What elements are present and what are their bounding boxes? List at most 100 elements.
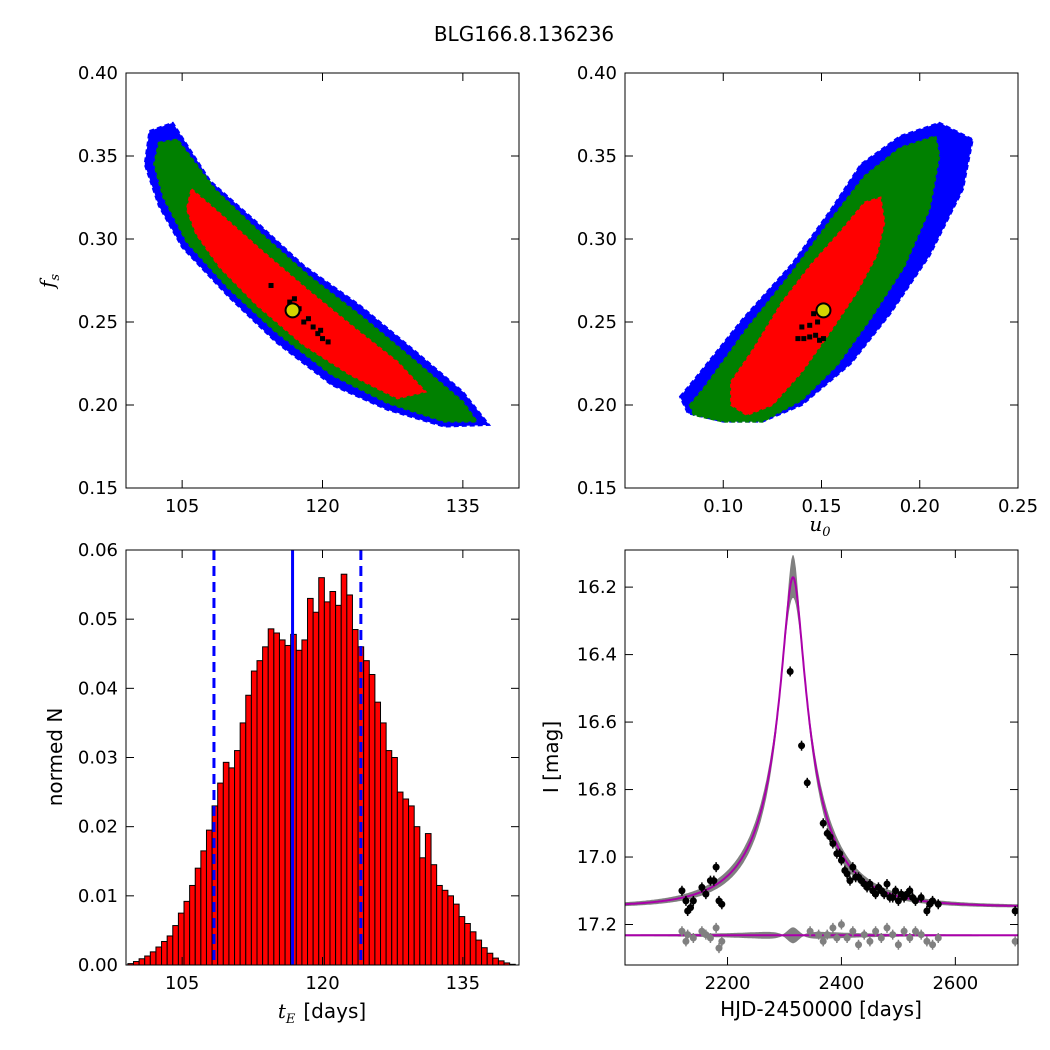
data-point [698, 883, 706, 891]
light-curve-plot-area [625, 555, 1018, 954]
te-histogram-bar [419, 857, 426, 965]
te-fs-chain-point [325, 339, 331, 345]
u0-fs-xtick-label: 0.25 [998, 496, 1038, 517]
light-curve-ytick-label: 16.6 [577, 712, 617, 733]
u0-fs-chain-point [820, 336, 826, 342]
residual-point [678, 927, 686, 935]
data-point [702, 890, 710, 898]
te-histogram-bar [205, 829, 213, 965]
data-point [1011, 907, 1018, 915]
te-fs-two-sigma-region [153, 138, 479, 423]
residual-point [889, 931, 897, 939]
data-point [872, 890, 880, 898]
te-fs-ylabel: fs [35, 274, 63, 290]
te-histogram-xtick-label: 135 [446, 973, 480, 994]
data-point [718, 900, 726, 908]
residual-point [911, 927, 919, 935]
te-histogram-bar [222, 761, 230, 965]
te-histogram-bar [497, 960, 505, 965]
te-histogram-bar [408, 805, 415, 965]
data-point [710, 877, 718, 885]
residual-point [843, 934, 851, 942]
te-histogram-ylabel: normed N [43, 708, 67, 807]
te-histogram-bar [385, 750, 393, 965]
te-histogram-bar [189, 884, 196, 965]
u0-fs-chain-point [815, 319, 821, 325]
panel-u0-fs: 0.10 0.15 0.20 0.25 0.15 0.20 0.25 0.30 0.35 0.40… [577, 63, 1038, 540]
te-histogram-bar [177, 912, 185, 965]
u0-fs-plot-area [678, 121, 974, 423]
te-fs-ytick-label: 0.15 [78, 478, 118, 499]
te-histogram-bar [149, 951, 157, 965]
te-fs-chain-point [310, 324, 316, 330]
te-fs-ytick-label: 0.35 [78, 146, 118, 167]
te-fs-xtick-label: 105 [165, 496, 199, 517]
light-curve-content [625, 555, 1018, 954]
data-point [689, 897, 697, 905]
te-histogram-bar [295, 649, 303, 965]
te-fs-best-fit-marker [284, 302, 301, 319]
te-histogram-bar [351, 629, 359, 965]
data-point [911, 897, 919, 905]
te-histogram-bar [278, 639, 286, 965]
te-histogram-bar [307, 597, 314, 965]
te-histogram-bar [256, 660, 264, 965]
te-histogram-bar [239, 722, 247, 965]
te-fs-chain-point [320, 336, 325, 342]
u0-fs-ytick-label: 0.40 [577, 63, 617, 84]
te-histogram-bar [273, 632, 280, 965]
data-point [819, 819, 827, 827]
te-histogram-ytick-label: 0.03 [78, 748, 118, 769]
te-histogram-ytick-label: 0.06 [78, 540, 118, 561]
data-point [934, 900, 942, 908]
te-histogram-bar [469, 931, 477, 965]
residual-point [689, 934, 697, 942]
te-histogram-ytick-label: 0.05 [78, 609, 118, 630]
te-histogram-bar [475, 939, 483, 965]
u0-fs-chain-point [817, 337, 823, 343]
te-fs-ytick-label: 0.25 [78, 312, 118, 333]
model-curve [625, 576, 1018, 907]
data-point [917, 894, 925, 902]
te-histogram-bar [312, 611, 320, 965]
te-histogram-bar [250, 670, 258, 965]
te-histogram-xtick-label: 120 [305, 973, 339, 994]
te-histogram-bar [402, 798, 410, 965]
te-histogram-ticks: 105 120 135 0.00 0.01 0.02 0.03 0.04 0.05 0.06 [78, 540, 519, 994]
te-histogram-bar [200, 850, 207, 965]
u0-fs-chain-point [807, 322, 813, 328]
u0-fs-xlabel: u0 [809, 512, 830, 540]
te-fs-xtick-label: 120 [305, 496, 339, 517]
residual-point [929, 941, 937, 949]
light-curve-ticks: 2200 2400 2600 16.2 16.4 16.6 16.8 17.0 17.2 [577, 550, 1018, 994]
residual-point [900, 927, 908, 935]
te-histogram-xlabel-subscript: E [285, 1012, 296, 1027]
te-fs-ticks: 105 120 135 0.15 0.20 0.25 0.30 0.35 0.40 [78, 63, 519, 517]
u0-fs-ticks: 0.10 0.15 0.20 0.25 0.15 0.20 0.25 0.30 0.35 0.40 [577, 63, 1038, 517]
te-histogram-bar [335, 604, 342, 965]
residual-point [815, 931, 823, 939]
te-fs-xtick-label: 135 [446, 496, 480, 517]
u0-fs-xlabel-subscript: 0 [822, 525, 830, 540]
data-point [687, 904, 694, 912]
residual-point [684, 931, 692, 939]
te-histogram-bar [245, 694, 252, 965]
u0-fs-xtick-label: 0.20 [900, 496, 940, 517]
te-histogram-xlabel-unit: [days] [303, 999, 366, 1023]
data-point [712, 863, 720, 871]
residual-point [706, 934, 714, 942]
u0-fs-xtick-label: 0.15 [801, 496, 841, 517]
residual-point [833, 934, 841, 942]
data-point [880, 890, 888, 898]
panel-te-fs: 105 120 135 0.15 0.20 0.25 0.30 0.35 0.40 fs [35, 63, 520, 517]
te-fs-chain-point [315, 331, 321, 337]
te-histogram-bar [340, 573, 348, 965]
residual-point [715, 944, 723, 952]
light-curve-xtick-label: 2600 [932, 973, 978, 994]
te-fs-chain-point [291, 296, 297, 302]
light-curve-ytick-label: 16.2 [577, 577, 617, 598]
te-histogram-bar [430, 864, 438, 965]
te-histogram-xtick-label: 105 [165, 973, 199, 994]
